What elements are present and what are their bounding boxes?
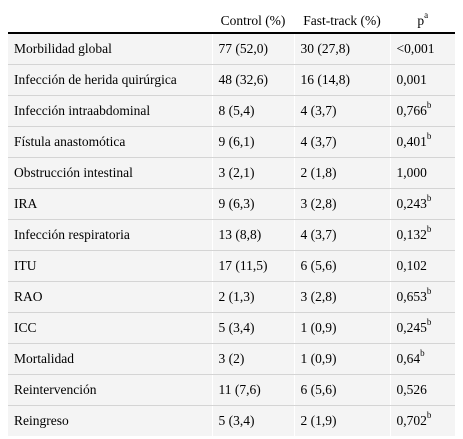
row-label: Fístula anastomótica (8, 126, 212, 158)
table-row: Morbilidad global 77 (52,0) 30 (27,8) <0,00… (8, 33, 455, 65)
p-value-cell: 0,243b (389, 188, 455, 220)
p-value: 0,132 (396, 227, 427, 242)
results-table: Control (%) Fast-track (%) pa Morbilidad… (8, 6, 455, 436)
p-value-footnote: b (426, 285, 432, 296)
p-value-footnote: b (426, 316, 432, 327)
table-row: Infección de herida quirúrgica 48 (32,6) 1… (8, 64, 455, 96)
row-label: Obstrucción intestinal (8, 157, 212, 189)
control-value: 48 (32,6) (211, 64, 294, 96)
p-value-cell: 0,526 (389, 374, 455, 406)
table-row: IRA 9 (6,3) 3 (2,8) 0,243b (8, 188, 455, 220)
p-value-cell: 1,000 (389, 157, 455, 189)
p-value: 0,001 (396, 72, 427, 87)
p-value-cell: 0,102 (389, 250, 455, 282)
row-label: Infección intraabdominal (8, 95, 212, 127)
p-value: 0,243 (396, 196, 427, 211)
p-value-cell: 0,702b (389, 405, 455, 436)
p-value: 0,245 (396, 320, 427, 335)
fast-track-value: 3 (2,8) (293, 188, 390, 220)
fast-track-value: 16 (14,8) (293, 64, 390, 96)
table-row: ICC 5 (3,4) 1 (0,9) 0,245b (8, 312, 455, 344)
results-table-container: Control (%) Fast-track (%) pa Morbilidad… (8, 6, 455, 436)
table-row: Mortalidad 3 (2) 1 (0,9) 0,64b (8, 343, 455, 375)
p-value: 1,000 (396, 165, 427, 180)
header-empty (8, 6, 212, 34)
control-value: 9 (6,3) (211, 188, 294, 220)
p-value-cell: <0,001 (389, 33, 455, 65)
row-label: ICC (8, 312, 212, 344)
control-value: 9 (6,1) (211, 126, 294, 158)
row-label: ITU (8, 250, 212, 282)
table-row: Fístula anastomótica 9 (6,1) 4 (3,7) 0,401b (8, 126, 455, 158)
p-value-cell: 0,64b (389, 343, 455, 375)
header-p-value: pa (389, 6, 455, 34)
p-value-cell: 0,766b (389, 95, 455, 127)
control-value: 11 (7,6) (211, 374, 294, 406)
fast-track-value: 6 (5,6) (293, 374, 390, 406)
table-row: Infección respiratoria 13 (8,8) 4 (3,7) 0,1… (8, 219, 455, 251)
fast-track-value: 4 (3,7) (293, 95, 390, 127)
p-value: 0,401 (396, 134, 427, 149)
row-label: Infección de herida quirúrgica (8, 64, 212, 96)
fast-track-value: 1 (0,9) (293, 343, 390, 375)
fast-track-value: 3 (2,8) (293, 281, 390, 313)
row-label: Infección respiratoria (8, 219, 212, 251)
table-row: Reintervención 11 (7,6) 6 (5,6) 0,526 (8, 374, 455, 406)
p-value-footnote: b (426, 130, 432, 141)
p-value: 0,653 (396, 289, 427, 304)
fast-track-value: 4 (3,7) (293, 126, 390, 158)
p-value: 0,102 (396, 258, 427, 273)
p-value-footnote: b (426, 192, 432, 203)
header-p-footnote: a (424, 9, 429, 20)
control-value: 5 (3,4) (211, 405, 294, 436)
p-value-cell: 0,653b (389, 281, 455, 313)
p-value-cell: 0,401b (389, 126, 455, 158)
p-value-cell: 0,001 (389, 64, 455, 96)
row-label: RAO (8, 281, 212, 313)
row-label: IRA (8, 188, 212, 220)
p-value-cell: 0,245b (389, 312, 455, 344)
control-value: 5 (3,4) (211, 312, 294, 344)
table-header: Control (%) Fast-track (%) pa (8, 6, 455, 34)
fast-track-value: 2 (1,8) (293, 157, 390, 189)
fast-track-value: 30 (27,8) (293, 33, 390, 65)
p-value: <0,001 (396, 41, 435, 56)
control-value: 77 (52,0) (211, 33, 294, 65)
table-body: Morbilidad global 77 (52,0) 30 (27,8) <0,00… (8, 33, 455, 436)
row-label: Reintervención (8, 374, 212, 406)
row-label: Morbilidad global (8, 33, 212, 65)
fast-track-value: 1 (0,9) (293, 312, 390, 344)
table-row: ITU 17 (11,5) 6 (5,6) 0,102 (8, 250, 455, 282)
p-value: 0,702 (396, 413, 427, 428)
control-value: 13 (8,8) (211, 219, 294, 251)
p-value-footnote: b (426, 99, 432, 110)
row-label: Reingreso (8, 405, 212, 436)
table-row: Obstrucción intestinal 3 (2,1) 2 (1,8) 1,00… (8, 157, 455, 189)
control-value: 8 (5,4) (211, 95, 294, 127)
p-value-cell: 0,132b (389, 219, 455, 251)
control-value: 3 (2) (211, 343, 294, 375)
p-value: 0,526 (396, 382, 427, 397)
p-value-footnote: b (426, 223, 432, 234)
p-value: 0,64 (396, 351, 421, 366)
header-fast-track: Fast-track (%) (293, 6, 390, 34)
control-value: 3 (2,1) (211, 157, 294, 189)
table-row: Reingreso 5 (3,4) 2 (1,9) 0,702b (8, 405, 455, 436)
control-value: 2 (1,3) (211, 281, 294, 313)
fast-track-value: 4 (3,7) (293, 219, 390, 251)
control-value: 17 (11,5) (211, 250, 294, 282)
p-value: 0,766 (396, 103, 427, 118)
header-row: Control (%) Fast-track (%) pa (8, 6, 455, 34)
p-value-footnote: b (426, 409, 432, 420)
fast-track-value: 6 (5,6) (293, 250, 390, 282)
row-label: Mortalidad (8, 343, 212, 375)
header-control: Control (%) (211, 6, 294, 34)
p-value-footnote: b (420, 347, 425, 358)
header-p-text: p (417, 13, 425, 28)
table-row: Infección intraabdominal 8 (5,4) 4 (3,7) 0,… (8, 95, 455, 127)
table-row: RAO 2 (1,3) 3 (2,8) 0,653b (8, 281, 455, 313)
fast-track-value: 2 (1,9) (293, 405, 390, 436)
